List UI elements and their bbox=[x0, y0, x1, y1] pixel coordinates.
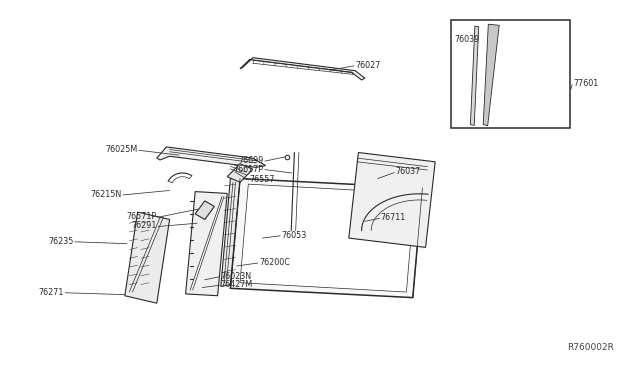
Text: 76025M: 76025M bbox=[106, 145, 138, 154]
Text: 76053: 76053 bbox=[282, 231, 307, 240]
Text: 76039: 76039 bbox=[454, 35, 479, 44]
Text: 76215N: 76215N bbox=[90, 190, 122, 199]
Polygon shape bbox=[240, 58, 365, 80]
Text: 76271: 76271 bbox=[38, 288, 64, 296]
Polygon shape bbox=[186, 192, 227, 296]
Text: 76027: 76027 bbox=[355, 61, 381, 70]
Text: 76557: 76557 bbox=[250, 175, 275, 184]
Polygon shape bbox=[221, 179, 240, 286]
Polygon shape bbox=[227, 164, 253, 182]
Text: 76037: 76037 bbox=[396, 167, 420, 176]
Text: 76427M: 76427M bbox=[221, 280, 253, 289]
Text: 77601: 77601 bbox=[573, 79, 598, 88]
Text: 76711: 76711 bbox=[381, 213, 406, 222]
Text: 76023N: 76023N bbox=[221, 272, 252, 280]
Text: 76571P: 76571P bbox=[127, 212, 157, 221]
Polygon shape bbox=[470, 26, 479, 125]
Bar bbox=[451, 20, 570, 128]
Polygon shape bbox=[125, 212, 170, 303]
Polygon shape bbox=[483, 24, 499, 126]
Text: 76699: 76699 bbox=[238, 156, 264, 165]
Polygon shape bbox=[157, 147, 266, 167]
Text: 76235: 76235 bbox=[48, 237, 74, 246]
Text: 76617P: 76617P bbox=[234, 165, 264, 174]
Polygon shape bbox=[195, 201, 214, 219]
Polygon shape bbox=[240, 184, 415, 292]
Text: 76291: 76291 bbox=[131, 221, 157, 230]
Text: 76200C: 76200C bbox=[259, 258, 290, 267]
Polygon shape bbox=[230, 179, 422, 298]
Polygon shape bbox=[349, 153, 435, 247]
Text: R760002R: R760002R bbox=[568, 343, 614, 352]
